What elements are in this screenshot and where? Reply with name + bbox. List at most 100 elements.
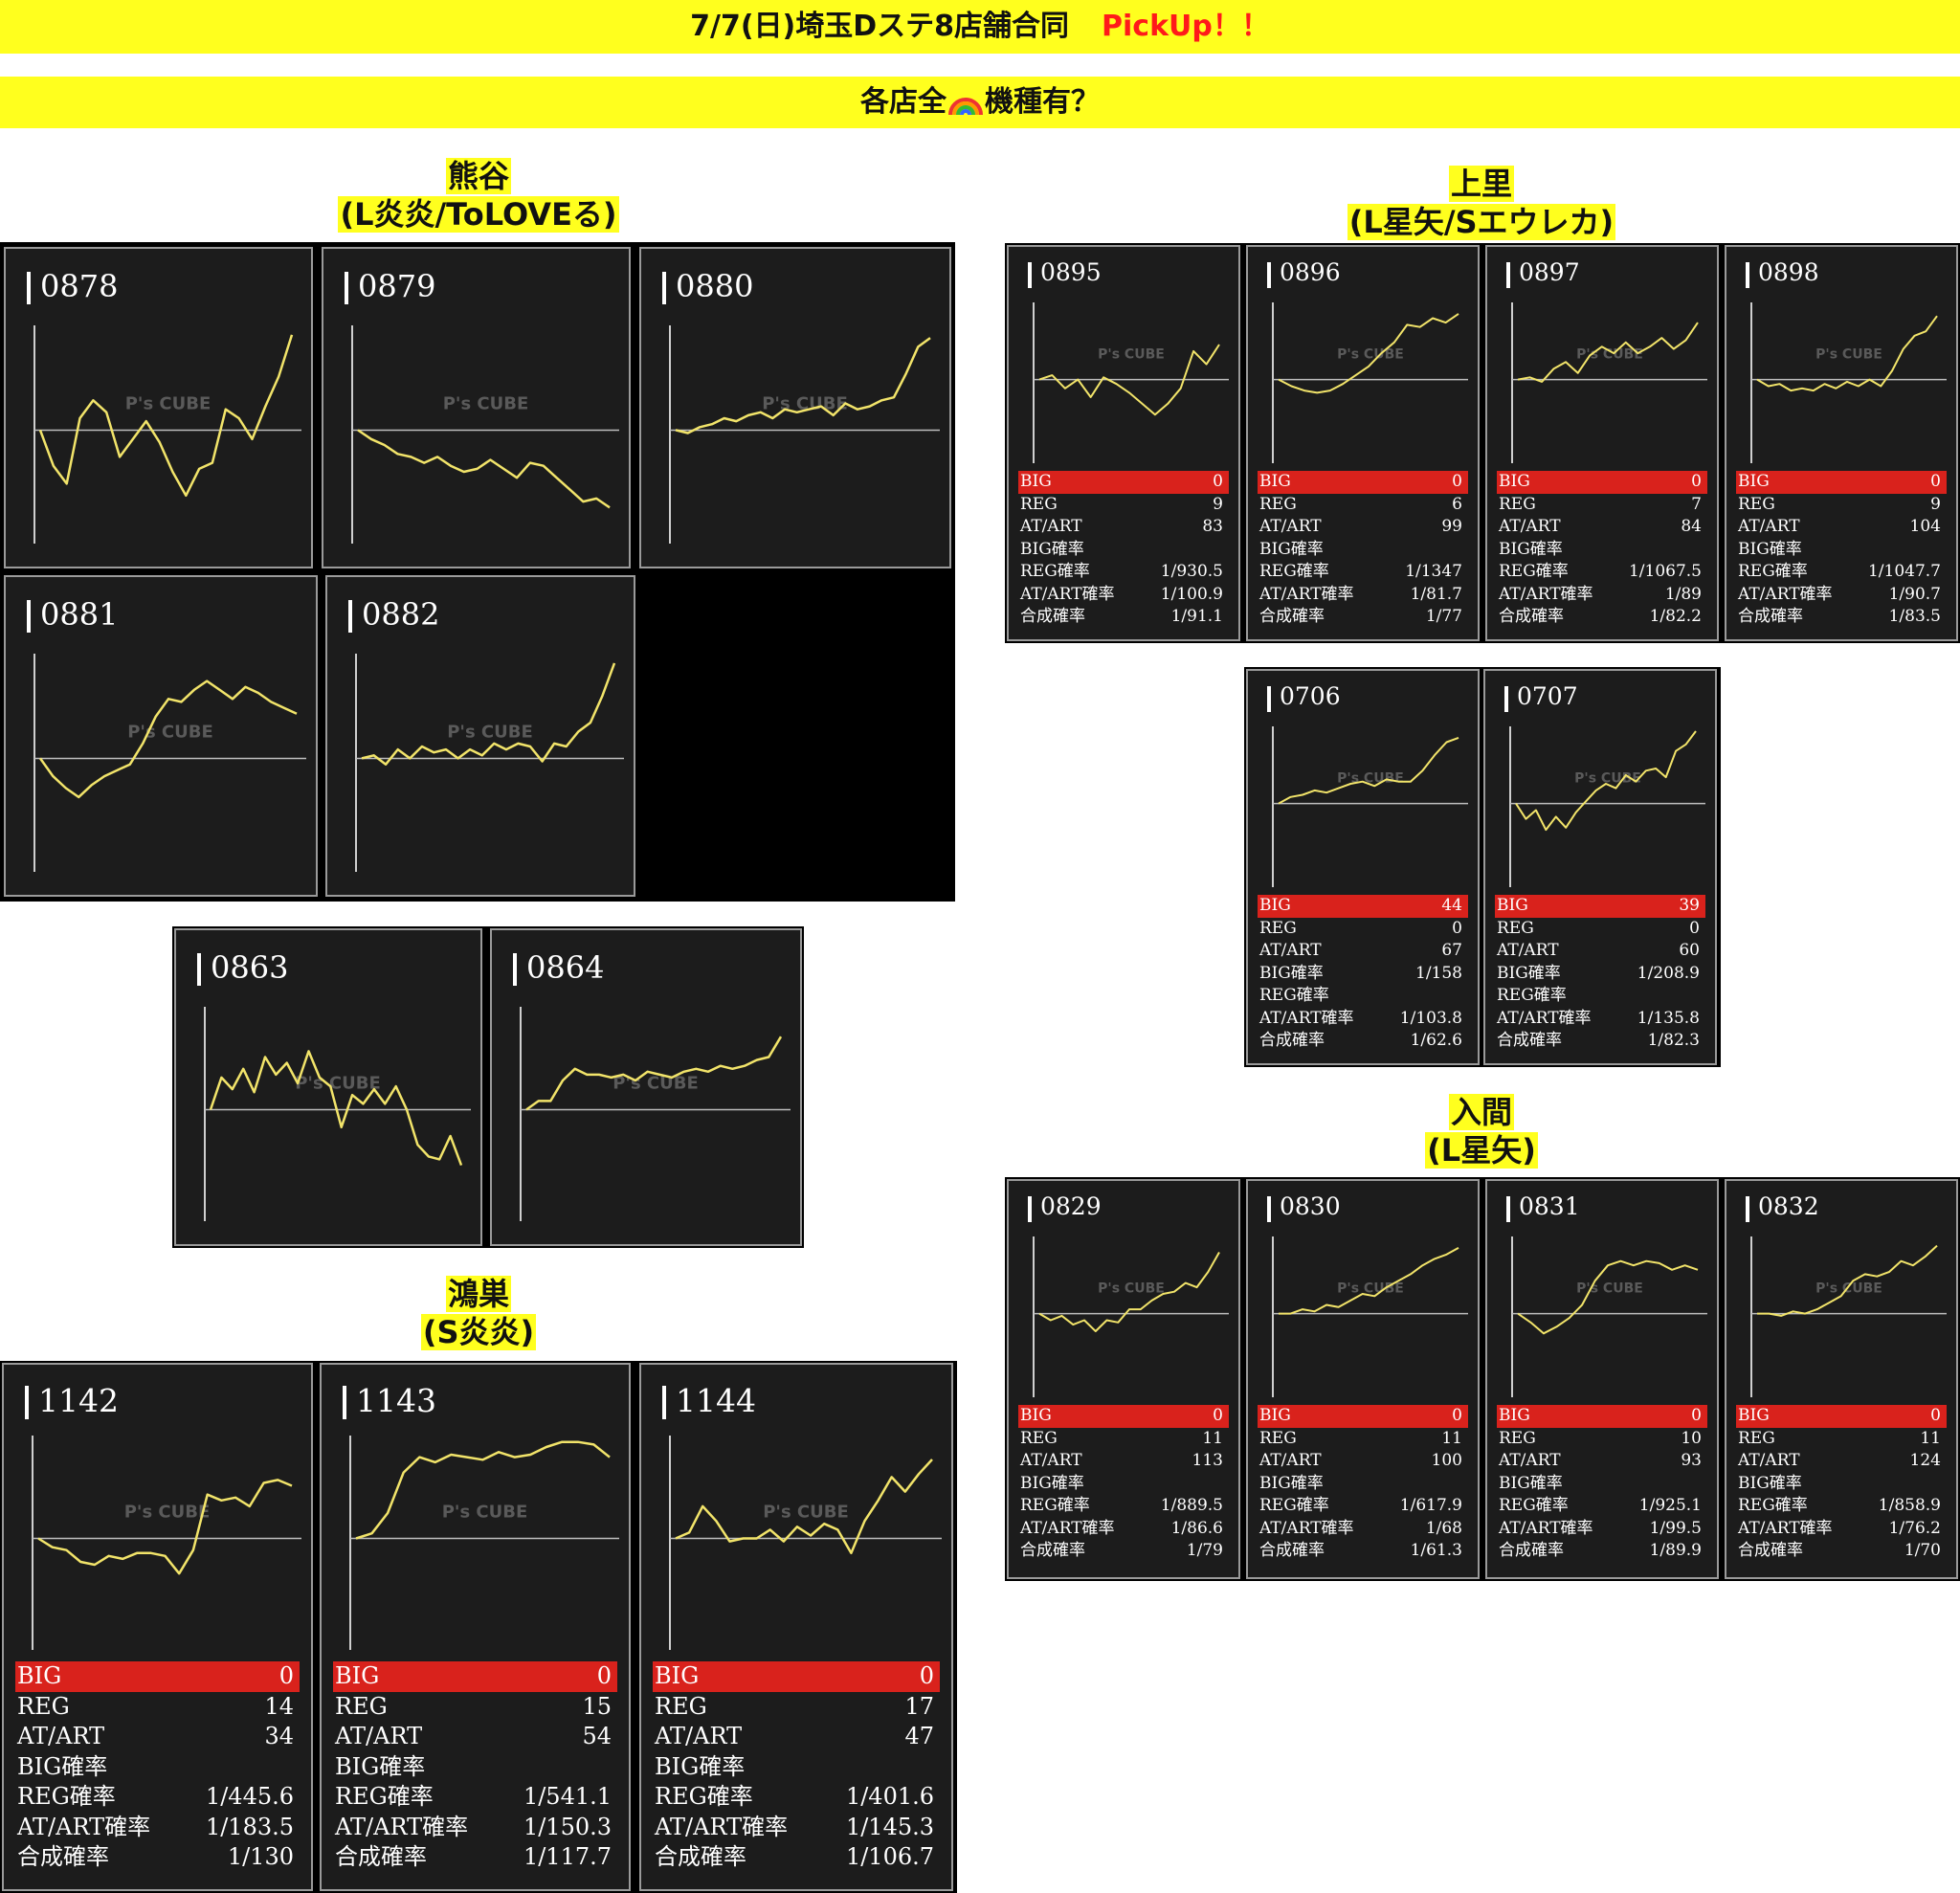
stat-row-reg: REG 0: [1258, 918, 1468, 941]
stat-label: 合成確率: [655, 1843, 746, 1870]
page-title: 7/7(日)埼玉Dステ8店舗合同: [690, 10, 1070, 43]
rainbow-icon: [947, 84, 985, 117]
machine-number: 0829: [1040, 1192, 1102, 1220]
stat-label: AT/ART: [1259, 941, 1322, 960]
machine-number-marker: [197, 953, 201, 986]
stat-value: 1/858.9: [1878, 1496, 1941, 1515]
machine-card-0882: 0882 P's CUBE: [325, 575, 635, 897]
stat-row-at_p: AT/ART確率 1/90.7: [1736, 584, 1947, 607]
stat-row-total_p: 合成確率 1/117.7: [333, 1842, 617, 1873]
stat-row-reg_p: REG確率 1/858.9: [1736, 1495, 1947, 1518]
stat-row-reg: REG 9: [1018, 494, 1229, 517]
stat-value: 1/77: [1425, 607, 1462, 626]
stat-label: AT/ART確率: [1738, 1518, 1833, 1538]
slump-chart: P's CUBE: [351, 325, 619, 544]
stat-value: 1/150.3: [523, 1813, 612, 1840]
machine-number: 0832: [1758, 1192, 1819, 1220]
machine-number-marker: [25, 1386, 29, 1419]
stat-value: 1/76.2: [1888, 1518, 1941, 1538]
stats-table: BIG 0 REG 11 AT/ART 124 BIG確率 REG確率 1/858.9 AT/AR…: [1736, 1405, 1947, 1563]
stats-table: BIG 0 REG 10 AT/ART 93 BIG確率 REG確率 1/925.1 AT/ART…: [1497, 1405, 1707, 1563]
watermark-logo: P's CUBE: [447, 722, 533, 742]
stat-row-reg: REG 17: [653, 1692, 940, 1723]
stat-label: 合成確率: [1499, 1541, 1564, 1560]
slump-line: [525, 1036, 783, 1111]
machine-card-0832: 0832 P's CUBE BIG 0 REG 11 AT/ART 124 BIG確率 REG確率…: [1725, 1179, 1958, 1579]
stat-row-reg_p: REG確率 1/930.5: [1018, 561, 1229, 584]
slump-chart: P's CUBE: [204, 1007, 471, 1221]
stat-label: AT/ART: [1020, 517, 1082, 536]
stat-row-big: BIG 0: [1018, 471, 1229, 494]
machine-number: 0878: [40, 268, 119, 304]
stat-label: REG: [1738, 1428, 1775, 1448]
stat-row-at_p: AT/ART確率 1/76.2: [1736, 1518, 1947, 1541]
stat-label: BIG確率: [655, 1752, 746, 1780]
slump-chart: P's CUBE: [1511, 1236, 1707, 1397]
stat-label: 合成確率: [1259, 1031, 1325, 1050]
slump-line: [1278, 313, 1459, 394]
stat-row-big_p: BIG確率: [1497, 1473, 1707, 1496]
stat-row-at: AT/ART 67: [1258, 940, 1468, 963]
slump-line: [361, 662, 616, 766]
machine-card-0831: 0831 P's CUBE BIG 0 REG 10 AT/ART 93 BIG確率 REG確率 1…: [1485, 1179, 1719, 1579]
stat-row-reg_p: REG確率 1/1347: [1258, 561, 1468, 584]
stat-row-reg_p: REG確率 1/889.5: [1018, 1495, 1229, 1518]
slump-line: [1517, 322, 1699, 383]
stat-value: [1462, 539, 1468, 562]
stat-value: 10: [1681, 1428, 1702, 1448]
stat-label: BIG確率: [335, 1752, 426, 1780]
watermark-logo: P's CUBE: [612, 1074, 699, 1094]
stat-value: [1941, 1473, 1947, 1496]
machine-number-marker: [662, 1386, 666, 1419]
slump-chart: P's CUBE: [1509, 726, 1705, 887]
stat-row-total_p: 合成確率 1/79: [1018, 1540, 1229, 1563]
stat-row-at: AT/ART 104: [1736, 516, 1947, 539]
stat-value: 1/1347: [1405, 562, 1462, 581]
stat-label: BIG確率: [1020, 1473, 1084, 1493]
stat-value: 0: [1452, 1406, 1462, 1425]
machine-number: 0864: [526, 949, 605, 986]
slump-line: [1038, 344, 1220, 416]
stat-label: AT/ART: [335, 1723, 423, 1749]
slump-line: [1517, 1259, 1699, 1335]
stat-row-big_p: BIG確率: [1736, 539, 1947, 562]
slump-line: [1279, 1247, 1459, 1315]
machine-card-0895: 0895 P's CUBE BIG 0 REG 9 AT/ART 83 BIG確率 REG確率 1/…: [1007, 245, 1240, 641]
stat-row-big: BIG 0: [15, 1661, 300, 1692]
stat-value: 1/930.5: [1160, 562, 1223, 581]
slump-chart: P's CUBE: [1750, 302, 1947, 463]
machine-card-1143: 1143 P's CUBE BIG 0 REG 15 AT/ART 54 BIG確率 REG確率 1…: [320, 1363, 631, 1891]
stat-value: 67: [1441, 941, 1462, 960]
stat-value: 104: [1909, 517, 1941, 536]
machine-number: 1142: [38, 1382, 119, 1419]
stat-value: 1/158: [1415, 963, 1462, 983]
stats-table: BIG 0 REG 6 AT/ART 99 BIG確率 REG確率 1/1347 AT/ART確率…: [1258, 471, 1468, 629]
stat-value: 14: [264, 1692, 294, 1720]
stat-row-at_p: AT/ART確率 1/150.3: [333, 1813, 617, 1843]
stat-label: AT/ART確率: [1497, 1008, 1592, 1028]
stat-label: REG: [1020, 494, 1058, 514]
machine-card-0864: 0864 P's CUBE: [490, 928, 802, 1246]
slump-chart: P's CUBE: [349, 1436, 619, 1650]
slump-line: [1756, 315, 1938, 392]
stat-row-big: BIG 0: [1018, 1405, 1229, 1428]
stat-label: AT/ART確率: [1738, 584, 1833, 604]
stat-value: 0: [1213, 1406, 1223, 1425]
stat-value: 1/61.3: [1410, 1541, 1462, 1560]
stat-value: 0: [919, 1662, 934, 1689]
stat-value: [934, 1752, 940, 1783]
stat-value: 1/99.5: [1649, 1518, 1702, 1538]
watermark-logo: P's CUBE: [1815, 347, 1882, 363]
stat-row-total_p: 合成確率 1/82.3: [1495, 1030, 1705, 1053]
stat-value: 0: [1930, 472, 1941, 491]
machine-card-0896: 0896 P's CUBE BIG 0 REG 6 AT/ART 99 BIG確率 REG確率 1/…: [1246, 245, 1480, 641]
stat-label: AT/ART: [1497, 941, 1559, 960]
machine-number: 0879: [358, 268, 436, 304]
stat-label: REG: [1020, 1428, 1058, 1448]
slump-chart: P's CUBE: [33, 654, 306, 872]
stat-row-total_p: 合成確率 1/91.1: [1018, 606, 1229, 629]
stat-label: REG確率: [17, 1783, 116, 1810]
stat-value: 11: [1920, 1428, 1941, 1448]
pickup-label: PickUp！！: [1102, 10, 1270, 43]
stat-label: BIG: [1259, 896, 1291, 915]
